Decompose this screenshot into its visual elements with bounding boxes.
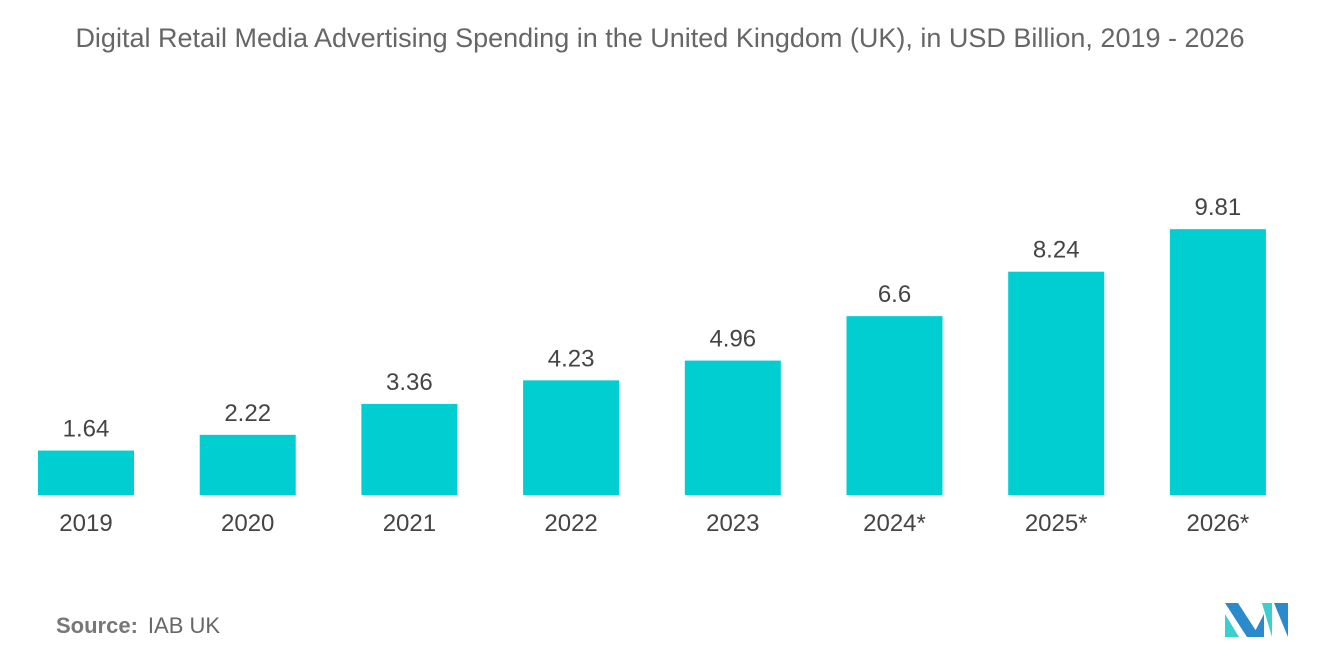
x-tick-label: 2023 — [706, 510, 759, 537]
source-value: IAB UK — [147, 613, 221, 638]
x-tick-label: 2022 — [544, 510, 597, 537]
bar-2019 — [38, 450, 134, 495]
x-tick-label: 2021 — [383, 510, 436, 537]
bar-2025* — [1008, 271, 1105, 495]
data-label: 9.81 — [1195, 194, 1242, 221]
data-label: 2.22 — [224, 400, 271, 427]
data-label: 6.6 — [878, 281, 911, 308]
chart-title: Digital Retail Media Advertising Spendin… — [75, 23, 1245, 53]
x-tick-label: 2019 — [59, 510, 112, 537]
brand-logo — [1225, 603, 1288, 637]
source-label: Source: — [56, 613, 138, 638]
bar-chart: 1.64 2019 2.22 2020 3.36 2021 4.23 2022 4.96 2023… — [38, 194, 1266, 537]
x-tick-label: 2020 — [221, 510, 274, 537]
data-label: 4.23 — [548, 345, 595, 372]
source-note: Source: IAB UK — [56, 613, 220, 639]
bar-2024* — [846, 316, 943, 495]
x-tick-label: 2024* — [863, 510, 926, 537]
data-label: 3.36 — [386, 369, 433, 396]
bar-2026* — [1169, 229, 1266, 496]
bar-2023 — [684, 360, 781, 495]
bar-2021 — [361, 403, 458, 495]
data-label: 8.24 — [1033, 237, 1080, 264]
data-label: 1.64 — [63, 416, 110, 443]
bar-2020 — [199, 434, 296, 495]
x-tick-label: 2025* — [1025, 510, 1088, 537]
data-label: 4.96 — [709, 326, 756, 353]
x-tick-label: 2026* — [1187, 510, 1250, 537]
bar-2022 — [523, 380, 620, 495]
